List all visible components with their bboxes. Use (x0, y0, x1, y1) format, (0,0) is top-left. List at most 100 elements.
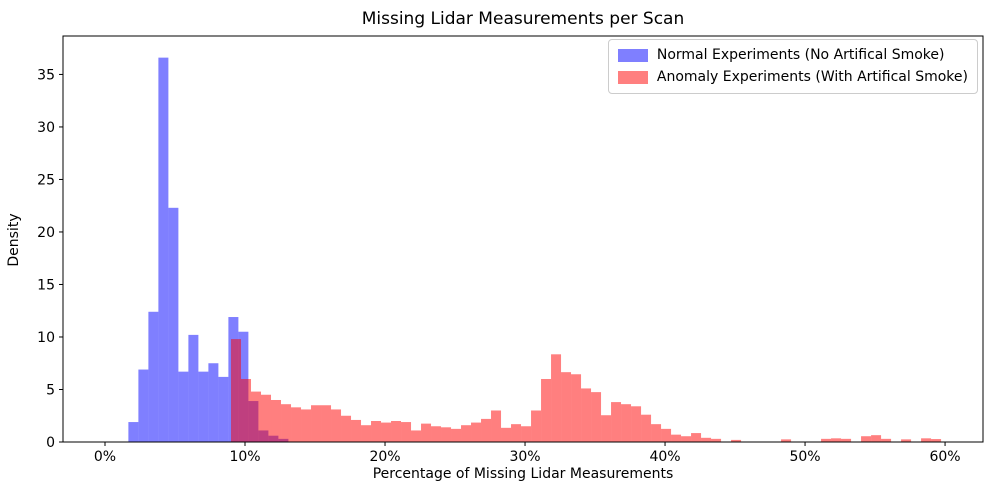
histogram-bar (571, 374, 582, 442)
y-tick-label: 5 (46, 382, 55, 398)
histogram-bar (881, 438, 892, 442)
legend-swatch-anomaly (617, 71, 648, 84)
histogram-bar (341, 415, 352, 442)
y-axis-label: Density (6, 213, 22, 267)
y-tick-label: 15 (37, 277, 55, 293)
x-tick-label: 30% (509, 449, 540, 465)
histogram-bar (561, 372, 572, 442)
histogram-bar (281, 404, 292, 442)
histogram-bar (148, 311, 159, 442)
histogram-bar (901, 439, 912, 442)
histogram-bar (231, 339, 242, 442)
y-tick-label: 35 (37, 67, 55, 83)
histogram-bar (218, 376, 229, 442)
histogram-bar (481, 418, 492, 442)
histogram-bar (641, 414, 652, 442)
x-tick-label: 60% (929, 449, 960, 465)
x-axis-label: Percentage of Missing Lidar Measurements (372, 466, 674, 482)
x-tick-label: 20% (369, 449, 400, 465)
histogram-bar (138, 369, 149, 442)
histogram-bar (841, 438, 852, 442)
histogram-bar (168, 207, 179, 442)
histogram-bar (271, 399, 282, 442)
histogram-bar (321, 405, 332, 442)
legend-item-anomaly: Anomaly Experiments (With Artifical Smok… (617, 69, 968, 86)
histogram-bar (471, 422, 482, 442)
histogram-bar (531, 410, 542, 442)
histogram-bar (551, 354, 562, 442)
histogram-bar (391, 421, 402, 442)
histogram-bar (301, 409, 312, 442)
histogram-bar (921, 438, 932, 442)
histogram-bar (821, 438, 832, 442)
legend-item-normal: Normal Experiments (No Artifical Smoke) (617, 47, 968, 64)
histogram-bar (431, 426, 442, 442)
histogram-bar (331, 409, 342, 442)
histogram-bar (291, 407, 302, 442)
x-tick-label: 40% (649, 449, 680, 465)
histogram-bar (591, 392, 602, 442)
histogram-bar (661, 428, 672, 442)
histogram-bar (491, 410, 502, 442)
histogram-bar (261, 394, 272, 442)
plot-border (62, 35, 984, 443)
histogram-bar (681, 436, 692, 442)
histogram-bar (701, 437, 712, 442)
histogram-bar (451, 428, 462, 442)
series-anomaly (231, 339, 942, 442)
chart-title: Missing Lidar Measurements per Scan (361, 9, 685, 29)
histogram-bar (601, 415, 612, 442)
histogram-bar (861, 436, 872, 442)
y-tick-label: 30 (37, 120, 55, 136)
histogram-bar (361, 425, 372, 442)
histogram-bar (631, 406, 642, 442)
histogram-bar (621, 404, 632, 442)
legend-label-normal: Normal Experiments (No Artifical Smoke) (656, 47, 945, 63)
histogram-bar (931, 439, 942, 442)
legend: Normal Experiments (No Artifical Smoke) … (607, 39, 978, 94)
histogram-bar (581, 388, 592, 442)
histogram-bar (671, 434, 682, 442)
histogram-bar (311, 405, 322, 442)
histogram-bar (521, 426, 532, 442)
histogram-bar (651, 424, 662, 442)
histogram-bar (411, 430, 422, 442)
histogram-bar (158, 57, 169, 442)
histogram-bar (128, 422, 139, 442)
histogram-bar (611, 402, 622, 442)
histogram-bar (381, 422, 392, 442)
histogram-bar (871, 435, 882, 442)
y-tick-label: 0 (46, 435, 55, 451)
legend-label-anomaly: Anomaly Experiments (With Artifical Smok… (656, 69, 968, 85)
histogram-bar (421, 423, 432, 442)
y-tick-label: 20 (37, 225, 55, 241)
x-tick-label: 10% (229, 449, 260, 465)
histogram-bar (711, 438, 722, 442)
histogram-bar (198, 371, 209, 442)
histogram-bar (371, 421, 382, 442)
histogram-bar (731, 439, 742, 442)
histogram-bar (461, 425, 472, 442)
histogram-bar (401, 422, 412, 442)
histogram-bar (241, 378, 252, 442)
histogram-bar (691, 433, 702, 442)
histogram-bar (188, 334, 199, 442)
x-tick-label: 0% (94, 449, 116, 465)
y-tick-label: 25 (37, 172, 55, 188)
histogram-bar (251, 391, 262, 442)
histogram-bar (511, 424, 522, 442)
histogram-bar (208, 363, 219, 442)
histogram-bar (178, 371, 189, 442)
histogram-bar (781, 439, 792, 442)
x-tick-label: 50% (789, 449, 820, 465)
histogram-bar (441, 427, 452, 442)
histogram-bar (541, 378, 552, 442)
legend-swatch-normal (617, 49, 648, 62)
y-tick-label: 10 (37, 330, 55, 346)
histogram-bar (351, 419, 362, 442)
histogram-bar (831, 438, 842, 442)
histogram-bar (501, 427, 512, 442)
series-normal (128, 57, 289, 442)
